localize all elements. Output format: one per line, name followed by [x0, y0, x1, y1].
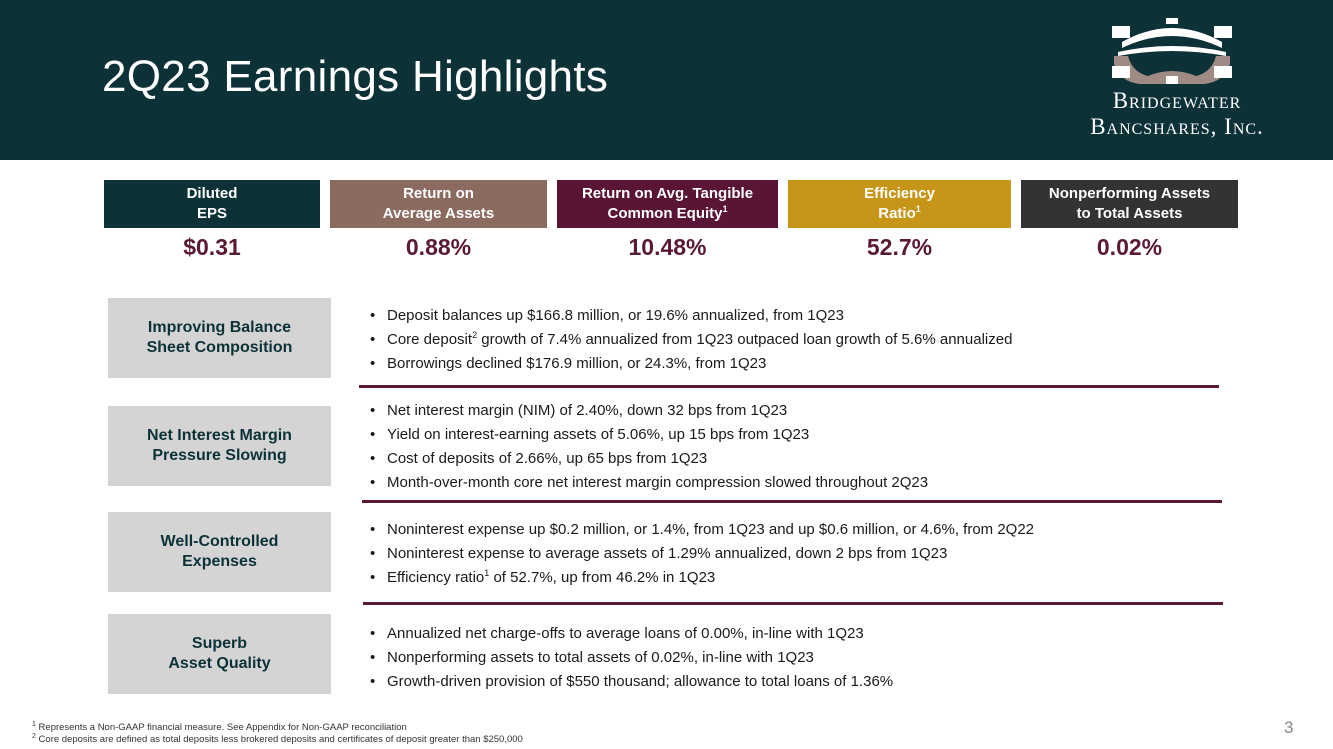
bullet-item: Growth-driven provision of $550 thousand… [370, 670, 893, 694]
kpi-value-rotce: 10.48% [628, 234, 707, 260]
bullet-item: Deposit balances up $166.8 million, or 1… [370, 304, 1012, 328]
section-bullets-expenses: Noninterest expense up $0.2 million, or … [370, 518, 1034, 590]
kpi-value-diluted-eps: $0.31 [183, 234, 241, 260]
footnote-2: 2 Core deposits are defined as total dep… [32, 732, 523, 745]
section-label-balance-sheet: Improving Balance Sheet Composition [108, 298, 331, 378]
section-label-nim: Net Interest Margin Pressure Slowing [108, 406, 331, 486]
section-divider [359, 385, 1219, 388]
company-logo: Bridgewater Bancshares, Inc. [1062, 14, 1292, 144]
logo-text-line1: Bridgewater [1112, 88, 1242, 113]
bridge-logo-icon [1112, 18, 1232, 84]
bullet-item: Noninterest expense up $0.2 million, or … [370, 518, 1034, 542]
bullet-item: Noninterest expense to average assets of… [370, 542, 1034, 566]
bullet-item: Cost of deposits of 2.66%, up 65 bps fro… [370, 447, 928, 471]
bullet-item: Annualized net charge-offs to average lo… [370, 622, 893, 646]
section-bullets-nim: Net interest margin (NIM) of 2.40%, down… [370, 399, 928, 495]
footnotes: 1 Represents a Non-GAAP financial measur… [32, 720, 523, 746]
bullet-item: Yield on interest-earning assets of 5.06… [370, 423, 928, 447]
section-bullets-balance-sheet: Deposit balances up $166.8 million, or 1… [370, 304, 1012, 376]
kpi-header-npa: Nonperforming Assets to Total Assets [1021, 180, 1238, 228]
kpi-header-rotce: Return on Avg. Tangible Common Equity1 [557, 180, 778, 228]
logo-text-line2: Bancshares, Inc. [1090, 114, 1264, 139]
kpi-header-diluted-eps: Diluted EPS [104, 180, 320, 228]
section-divider [362, 500, 1222, 503]
kpi-value-npa: 0.02% [1096, 234, 1163, 260]
footnote-1: 1 Represents a Non-GAAP financial measur… [32, 720, 407, 733]
kpi-value-roaa: 0.88% [405, 234, 472, 260]
bullet-item: Borrowings declined $176.9 million, or 2… [370, 352, 1012, 376]
kpi-header-roaa: Return on Average Assets [330, 180, 547, 228]
section-label-expenses: Well-Controlled Expenses [108, 512, 331, 592]
kpi-value-efficiency: 52.7% [866, 234, 933, 260]
bullet-item: Core deposit2 growth of 7.4% annualized … [370, 328, 1012, 352]
bullet-item: Month-over-month core net interest margi… [370, 471, 928, 495]
section-label-asset-quality: Superb Asset Quality [108, 614, 331, 694]
page-title: 2Q23 Earnings Highlights [102, 52, 609, 101]
header-banner: 2Q23 Earnings Highlights Bridgewater Ban… [0, 0, 1333, 160]
section-bullets-asset-quality: Annualized net charge-offs to average lo… [370, 622, 893, 694]
kpi-header-efficiency: Efficiency Ratio1 [788, 180, 1011, 228]
bullet-item: Nonperforming assets to total assets of … [370, 646, 893, 670]
bullet-item: Efficiency ratio1 of 52.7%, up from 46.2… [370, 566, 1034, 590]
page-number: 3 [1284, 718, 1294, 737]
section-divider [363, 602, 1223, 605]
bullet-item: Net interest margin (NIM) of 2.40%, down… [370, 399, 928, 423]
